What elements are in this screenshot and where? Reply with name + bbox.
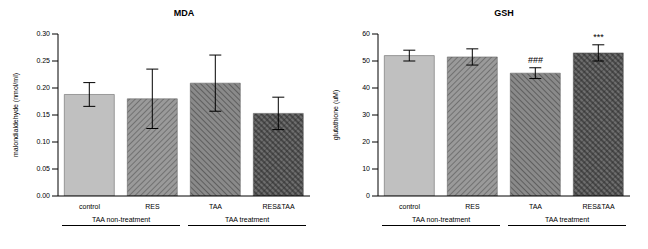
svg-text:60: 60 (362, 30, 370, 37)
svg-text:control: control (399, 203, 420, 210)
svg-text:0.30: 0.30 (36, 30, 50, 37)
svg-text:RES: RES (465, 203, 480, 210)
svg-text:glutathione (uM): glutathione (uM) (332, 90, 340, 141)
svg-text:TAA: TAA (209, 203, 222, 210)
svg-text:malondialdehyde (nmol/ml): malondialdehyde (nmol/ml) (12, 73, 20, 157)
svg-text:***: *** (593, 32, 604, 42)
svg-text:50: 50 (362, 57, 370, 64)
svg-text:control: control (79, 203, 100, 210)
svg-text:30: 30 (362, 111, 370, 118)
svg-text:RES: RES (145, 203, 160, 210)
svg-text:0.05: 0.05 (36, 165, 50, 172)
svg-text:###: ### (528, 55, 543, 65)
svg-text:TAA: TAA (529, 203, 542, 210)
svg-text:RES&TAA: RES&TAA (582, 203, 614, 210)
svg-text:0.25: 0.25 (36, 57, 50, 64)
html-text:MDA: MDA (173, 8, 195, 18)
svg-text:40: 40 (362, 84, 370, 91)
svg-text:0.10: 0.10 (36, 138, 50, 145)
html-text:TAA treatment: TAA treatment (544, 216, 590, 223)
svg-text:RES&TAA: RES&TAA (262, 203, 294, 210)
svg-text:10: 10 (362, 165, 370, 172)
svg-text:0: 0 (366, 192, 370, 199)
svg-text:0.20: 0.20 (36, 84, 50, 91)
html-text:TAA non-treatment: TAA non-treatment (411, 216, 471, 223)
html-text:GSH: GSH (494, 8, 514, 18)
svg-text:0.15: 0.15 (36, 111, 50, 118)
html-text:TAA treatment: TAA treatment (224, 216, 270, 223)
svg-text:0.00: 0.00 (36, 192, 50, 199)
svg-text:20: 20 (362, 138, 370, 145)
html-text:TAA non-treatment: TAA non-treatment (91, 216, 151, 223)
